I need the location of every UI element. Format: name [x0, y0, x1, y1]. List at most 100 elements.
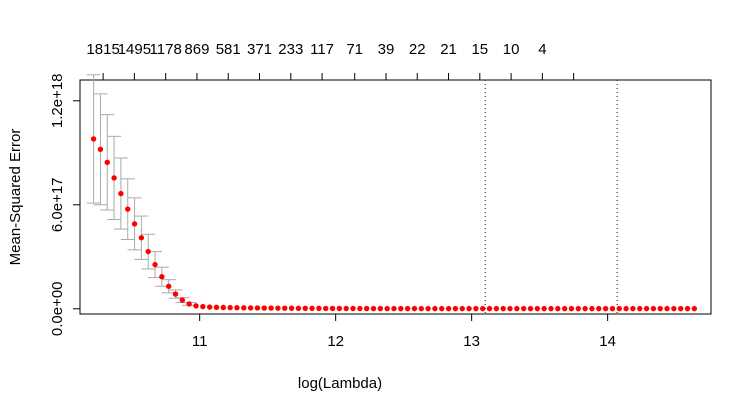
y-tick-label-0: 0.0e+00: [49, 281, 66, 336]
data-point-36: [336, 305, 343, 312]
data-point-75: [602, 305, 609, 312]
data-point-41: [370, 305, 377, 312]
top-tick-label-8: 71: [346, 41, 363, 58]
data-point-88: [691, 305, 698, 312]
data-points: [90, 136, 698, 312]
data-point-54: [459, 305, 465, 312]
data-point-63: [520, 305, 527, 312]
data-point-31: [302, 305, 308, 312]
data-point-3: [111, 175, 117, 181]
data-point-0: [90, 136, 97, 142]
data-point-51: [439, 305, 445, 312]
data-point-55: [466, 305, 472, 312]
data-point-25: [261, 305, 267, 311]
x-tick-label-0: 11: [192, 333, 208, 350]
data-point-35: [329, 305, 336, 312]
data-point-10: [159, 274, 165, 280]
data-point-22: [241, 305, 247, 311]
y-tick-label-2: 1.2e+18: [49, 73, 66, 128]
data-point-7: [138, 235, 145, 241]
data-point-37: [343, 305, 349, 312]
x-tick-label-2: 13: [463, 333, 480, 350]
top-tick-label-13: 10: [503, 41, 520, 58]
top-tick-label-5: 371: [247, 41, 272, 58]
data-point-14: [186, 301, 192, 307]
x-axis: 11 12 13 14: [192, 314, 616, 350]
error-bars: [86, 74, 197, 306]
data-point-6: [131, 221, 138, 227]
data-point-40: [363, 305, 370, 312]
data-point-60: [500, 305, 506, 312]
x-tick-label-3: 14: [599, 333, 616, 350]
top-tick-label-10: 22: [409, 41, 426, 58]
data-point-42: [377, 305, 384, 312]
top-tick-label-0: 1815: [86, 41, 119, 58]
data-point-4: [118, 190, 124, 197]
top-tick-label-9: 39: [378, 41, 395, 58]
data-point-59: [493, 305, 500, 312]
top-tick-label-11: 21: [440, 41, 457, 58]
top-tick-label-14: 4: [538, 41, 546, 58]
data-point-1: [97, 146, 104, 153]
data-point-58: [486, 305, 493, 312]
top-tick-label-7: 117: [310, 41, 334, 58]
data-point-34: [323, 305, 329, 312]
data-point-8: [145, 248, 151, 255]
data-point-46: [404, 305, 411, 312]
data-point-72: [582, 305, 588, 312]
data-point-61: [507, 305, 513, 312]
data-point-32: [309, 305, 315, 312]
data-point-52: [445, 305, 452, 312]
data-point-44: [391, 305, 397, 312]
x-tick-label-1: 12: [327, 333, 344, 350]
data-point-45: [398, 305, 404, 312]
top-tick-label-6: 233: [278, 41, 303, 58]
data-point-27: [275, 305, 281, 311]
data-point-81: [643, 305, 650, 312]
data-point-82: [650, 305, 657, 312]
data-point-74: [596, 305, 602, 312]
y-axis-label: Mean-Squared Error: [7, 129, 24, 266]
plot-frame: [79, 79, 712, 315]
top-tick-label-12: 15: [471, 41, 488, 58]
top-tick-label-3: 869: [184, 41, 209, 58]
data-point-12: [172, 291, 179, 297]
data-point-20: [227, 304, 233, 311]
data-point-68: [555, 305, 561, 312]
data-point-85: [671, 305, 677, 312]
data-point-29: [288, 305, 295, 311]
data-point-73: [589, 305, 595, 312]
data-point-5: [125, 206, 131, 212]
data-point-64: [527, 305, 534, 312]
data-point-66: [541, 305, 547, 312]
data-point-9: [152, 261, 158, 268]
data-point-67: [548, 305, 554, 312]
data-point-86: [678, 305, 684, 312]
data-point-49: [425, 305, 431, 312]
data-point-69: [561, 305, 568, 312]
data-point-26: [268, 305, 274, 311]
data-point-30: [295, 305, 302, 311]
data-point-84: [664, 305, 670, 312]
data-point-19: [220, 304, 227, 311]
data-point-79: [630, 305, 636, 312]
data-point-15: [193, 303, 199, 309]
y-axis: 0.0e+00 6.0e+17 1.2e+18: [49, 73, 80, 336]
data-point-53: [452, 305, 459, 312]
data-point-80: [637, 305, 643, 312]
data-point-2: [104, 159, 110, 166]
data-point-24: [254, 305, 261, 311]
data-point-76: [609, 305, 616, 312]
top-tick-label-2: 1178: [150, 41, 182, 58]
data-point-47: [411, 305, 418, 312]
data-point-11: [165, 283, 172, 289]
data-point-50: [432, 305, 438, 312]
data-point-16: [200, 303, 206, 310]
top-tick-label-1: 1495: [118, 41, 151, 58]
data-point-39: [357, 305, 363, 312]
data-point-78: [623, 305, 629, 312]
data-point-23: [247, 305, 254, 311]
y-tick-label-1: 6.0e+17: [49, 177, 66, 232]
